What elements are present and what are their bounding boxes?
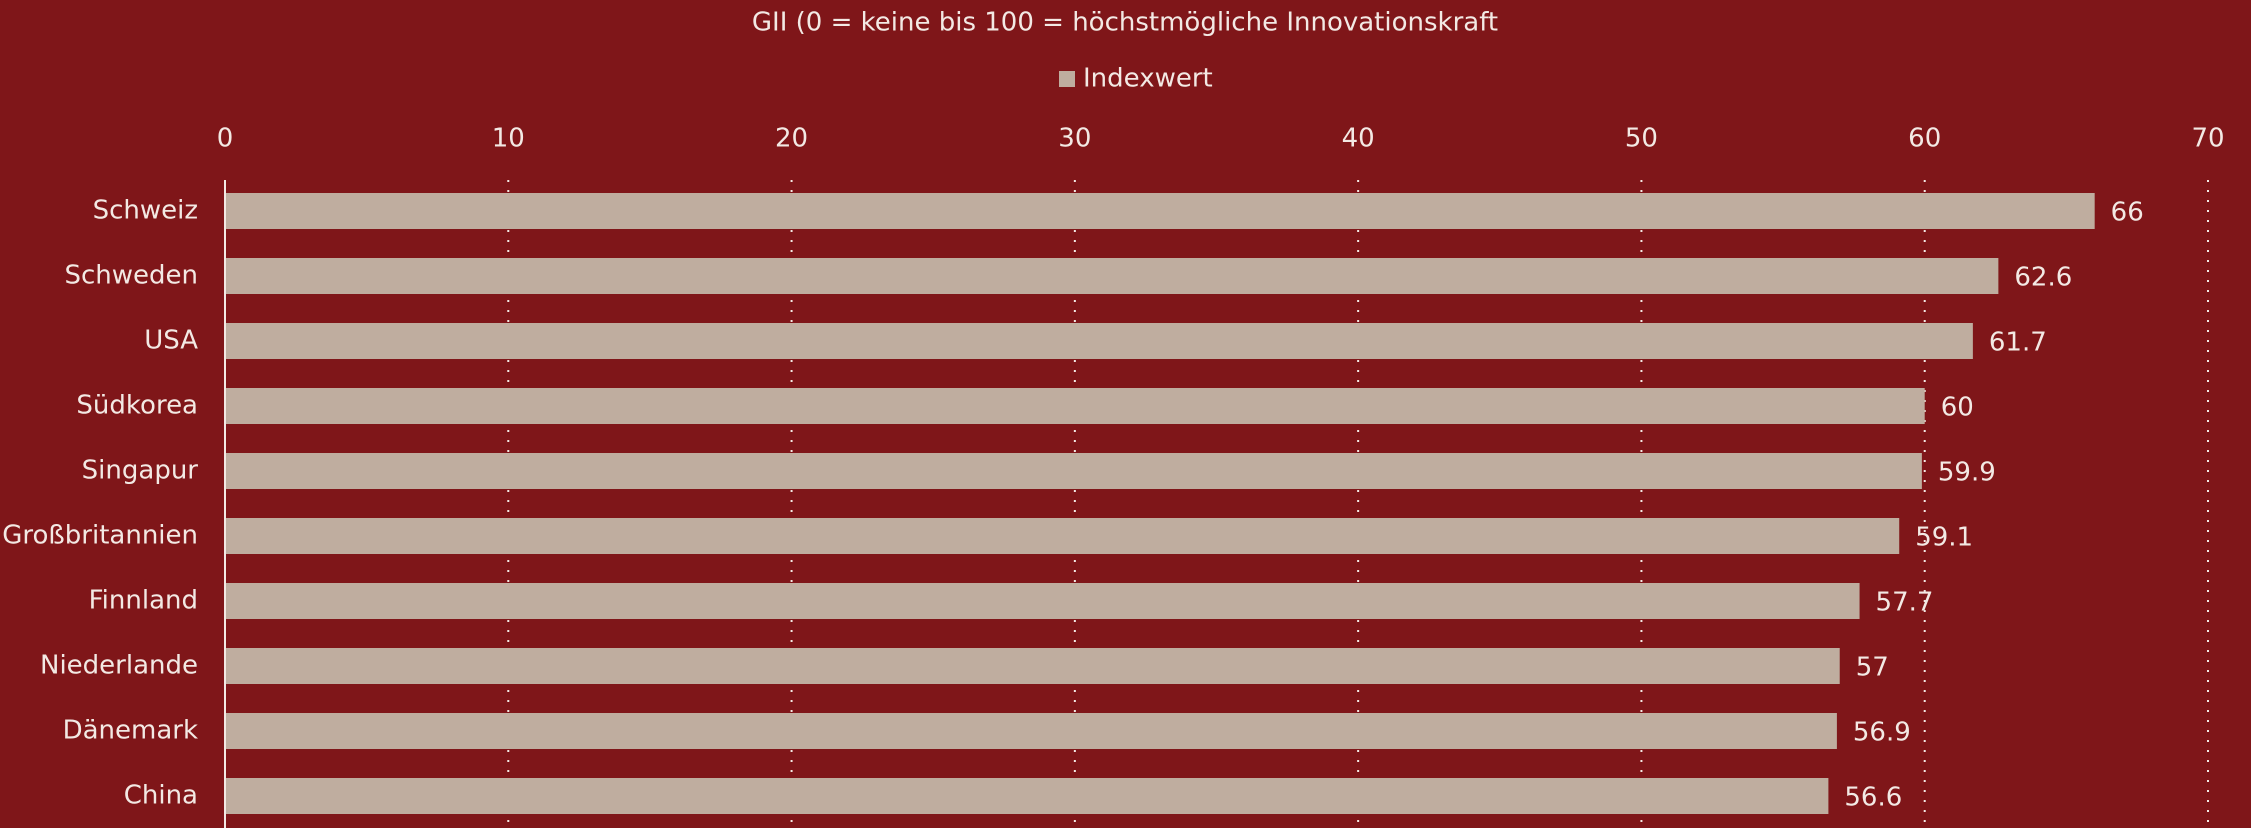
y-tick-label: Großbritannien [2, 521, 198, 551]
x-tick-label: 60 [1908, 124, 1941, 154]
legend-label: Indexwert [1083, 64, 1213, 94]
data-label: 59.9 [1938, 458, 1996, 488]
bar [225, 518, 1900, 554]
x-tick-label: 50 [1625, 124, 1658, 154]
y-tick-label: Niederlande [40, 651, 198, 681]
x-tick-label: 30 [1058, 124, 1091, 154]
bar [225, 193, 2095, 229]
data-label: 56.6 [1844, 783, 1902, 813]
data-label: 57 [1856, 653, 1889, 683]
data-label: 61.7 [1989, 328, 2047, 358]
bar [225, 388, 1925, 424]
y-tick-label: Schweiz [93, 196, 198, 226]
data-label: 57.7 [1876, 588, 1934, 618]
data-label: 62.6 [2014, 263, 2072, 293]
bar [225, 258, 1999, 294]
y-tick-label: Finnland [89, 586, 198, 616]
x-tick-label: 70 [2191, 124, 2224, 154]
y-tick-label: China [124, 781, 198, 811]
bar [225, 713, 1837, 749]
data-label: 56.9 [1853, 718, 1911, 748]
bar [225, 583, 1860, 619]
y-tick-label: Dänemark [63, 716, 198, 746]
y-tick-label: Südkorea [76, 391, 198, 421]
data-label: 59.1 [1915, 523, 1973, 553]
data-label: 66 [2111, 198, 2144, 228]
y-tick-label: USA [144, 326, 198, 356]
data-label: 60 [1941, 393, 1974, 423]
y-tick-label: Singapur [82, 456, 199, 486]
legend-swatch [1059, 71, 1075, 87]
x-tick-label: 20 [775, 124, 808, 154]
bar [225, 778, 1829, 814]
x-tick-label: 10 [492, 124, 525, 154]
bar [225, 453, 1922, 489]
bar [225, 323, 1973, 359]
x-tick-label: 40 [1342, 124, 1375, 154]
y-tick-label: Schweden [64, 261, 198, 291]
bar [225, 648, 1840, 684]
chart-title: GII (0 = keine bis 100 = höchstmögliche … [752, 8, 1498, 38]
x-tick-label: 0 [217, 124, 234, 154]
